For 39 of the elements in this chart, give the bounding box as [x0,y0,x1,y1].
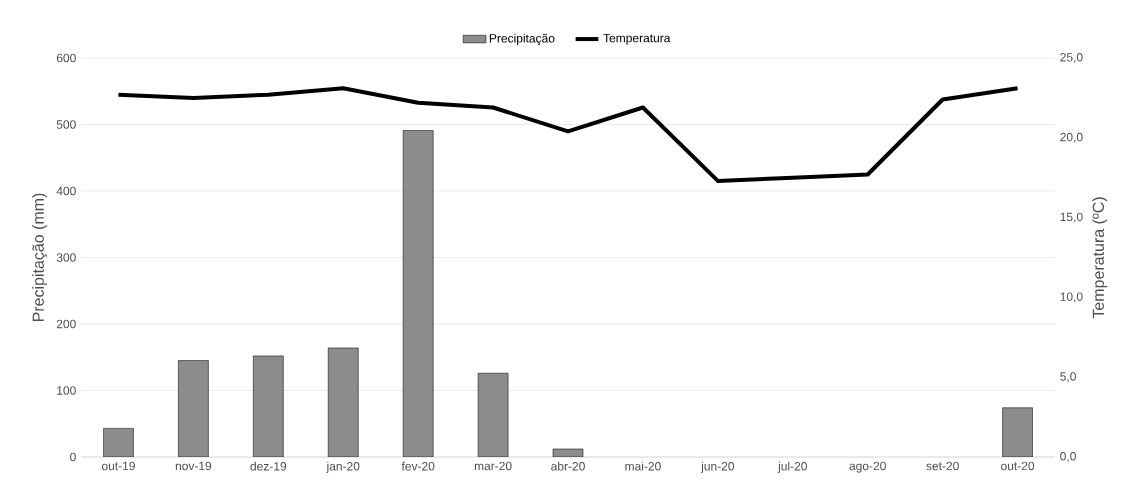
y2-tick-label: 0,0 [1060,452,1076,462]
y2-tick-label: 25,0 [1060,53,1083,63]
y2-tick-label: 15,0 [1060,212,1083,223]
y-tick-label: 200 [56,319,76,329]
bar [402,130,434,457]
x-tick-label: fev-20 [401,461,435,471]
y2-axis-title: Temperatura (ºC) [1092,197,1108,319]
x-tick-label: dez-19 [250,461,287,471]
x-tick-label: out-19 [101,461,135,471]
legend-label: Temperatura [603,33,671,45]
bar [327,347,359,457]
x-tick-label: abr-20 [551,461,585,471]
x-tick-label: jul-20 [777,461,807,473]
y2-tick-label: 5,0 [1060,372,1076,383]
y2-tick-label: 20,0 [1060,132,1083,143]
x-tick-label: set-20 [926,461,959,471]
y-tick-label: 300 [56,253,76,262]
bar [1002,407,1033,457]
x-tick-label: jun-20 [700,461,735,473]
x-tick-label: mar-20 [474,461,512,471]
x-tick-label: mai-20 [625,461,661,471]
y-tick-label: 500 [56,120,76,129]
bar [253,355,284,457]
bar [103,428,134,457]
y-tick-label: 0 [70,452,76,462]
bar [477,372,509,457]
y-tick-label: 600 [56,53,76,63]
x-tick-label: out-20 [1001,461,1035,471]
y2-tick-label: 10,0 [1060,292,1083,303]
bar [178,360,209,457]
line-series [116,86,1020,183]
legend-label: Precipitação [489,33,555,45]
x-tick-label: jan-20 [326,461,360,473]
bar [552,448,584,457]
y-tick-label: 400 [56,186,76,196]
y-tick-label: 100 [57,386,76,395]
y-axis-title: Precipitação (mm) [32,193,48,322]
x-tick-label: nov-19 [175,461,212,471]
x-tick-label: ago-20 [849,461,886,473]
